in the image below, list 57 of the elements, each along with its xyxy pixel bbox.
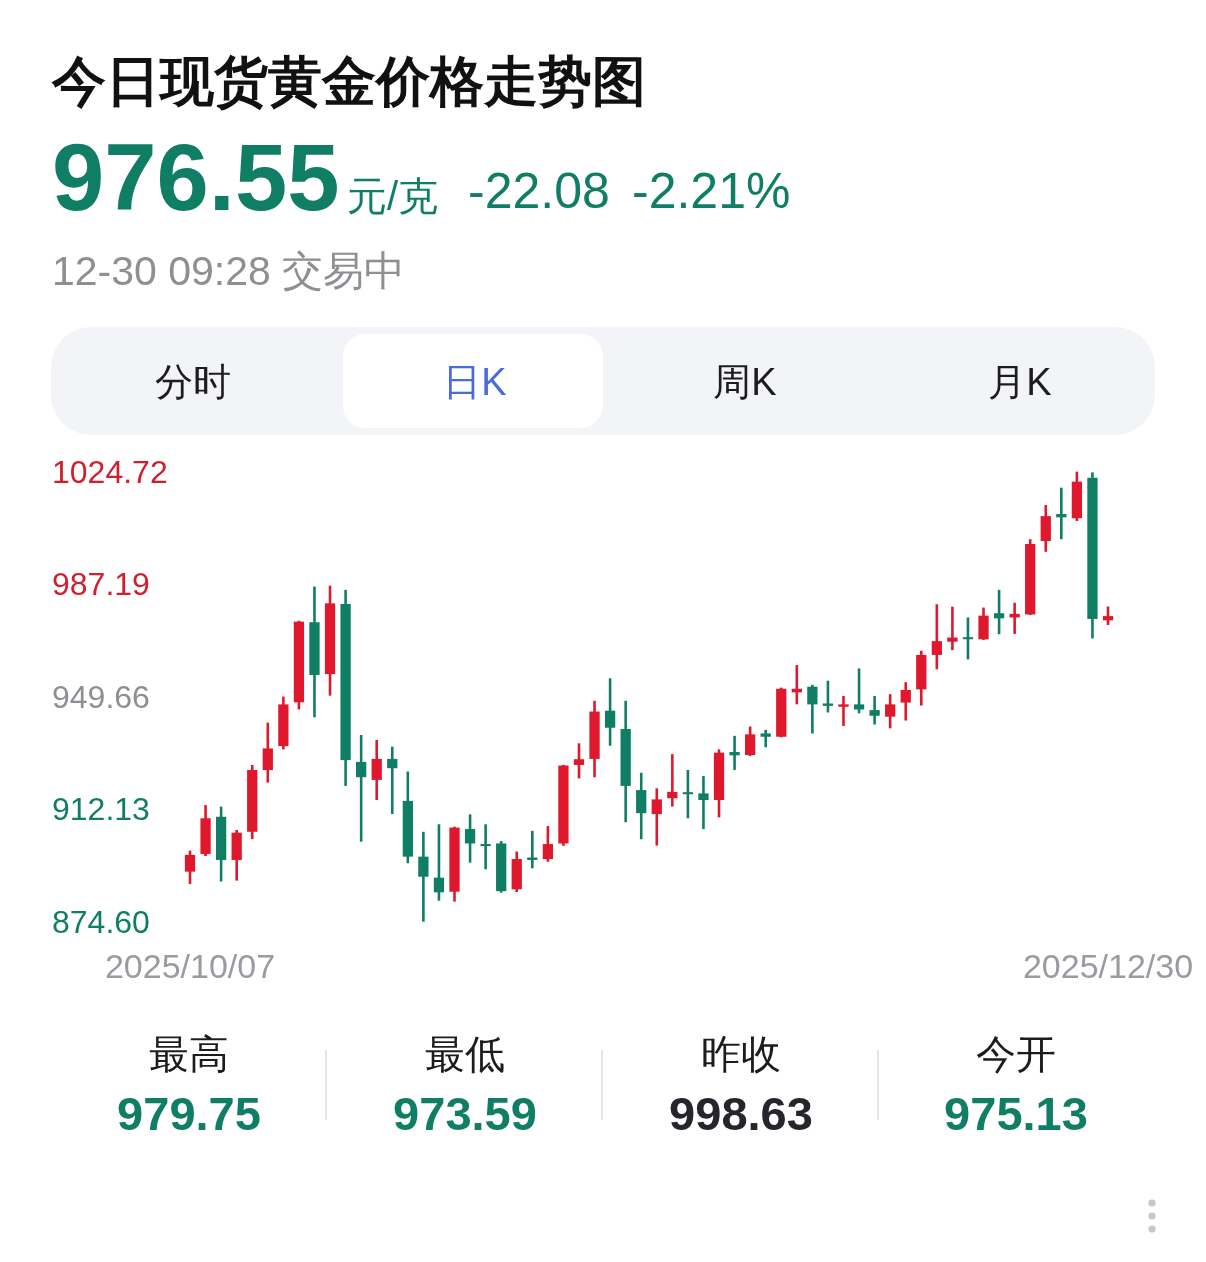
text: 今开 [976,1032,1056,1076]
candlestick [900,680,911,722]
candlestick [1102,605,1114,627]
candlestick [604,676,616,748]
y-tick-label: 912.13 [52,791,150,828]
candlestick [745,725,756,758]
candlestick [729,734,740,772]
y-tick-label: 874.60 [52,903,150,940]
text: 分时 [155,361,231,403]
candlestick [682,768,694,820]
candlestick [371,738,382,802]
candlestick [962,616,974,661]
text: 975.13 [944,1087,1088,1140]
text: 最高 [149,1032,229,1076]
candlestick [698,774,709,831]
text: 昨收 [701,1032,781,1076]
text: 976.55 [52,125,340,230]
text: 元/克 [347,174,439,218]
candlestick [636,771,647,841]
text: 最低 [425,1032,505,1076]
text: -2.21% [632,163,791,219]
chart-title: 今日现货黄金价格走势图 [51,51,646,111]
text: 周K [713,361,777,403]
text: 12-30 09:28 交易中 [52,248,406,294]
candlestick [262,721,273,784]
candlestick [418,830,429,923]
text: 月K [988,361,1052,403]
candlestick [184,849,196,886]
text: 998.63 [669,1087,813,1140]
candlestick [869,694,880,726]
candlestick [885,692,896,730]
candlestick [573,742,585,780]
candlestick [931,602,942,671]
candlestick [356,733,367,843]
candlestick [433,822,445,903]
text: -22.08 [468,163,610,219]
candlestick [464,813,476,864]
x-tick-label: 2025/12/30 [1022,947,1194,985]
candlestick [978,606,989,642]
candlestick [480,822,491,871]
candlestick [807,683,818,735]
candlestick [667,752,678,808]
candlestick [993,588,1005,636]
text: 979.75 [117,1087,261,1140]
x-tick-label: 2025/10/07 [104,947,276,985]
y-tick-label: 949.66 [52,678,150,715]
text: 973.59 [393,1087,537,1140]
candlestick [853,667,865,715]
candlestick [387,745,398,816]
candlestick [822,679,834,714]
candlestick [651,787,662,847]
y-tick-label: 987.19 [52,566,150,603]
text: 日K [443,361,507,403]
y-tick-label: 1024.72 [52,453,168,490]
candlestick [838,694,849,728]
candlestick [947,605,958,652]
candlestick [542,824,553,864]
